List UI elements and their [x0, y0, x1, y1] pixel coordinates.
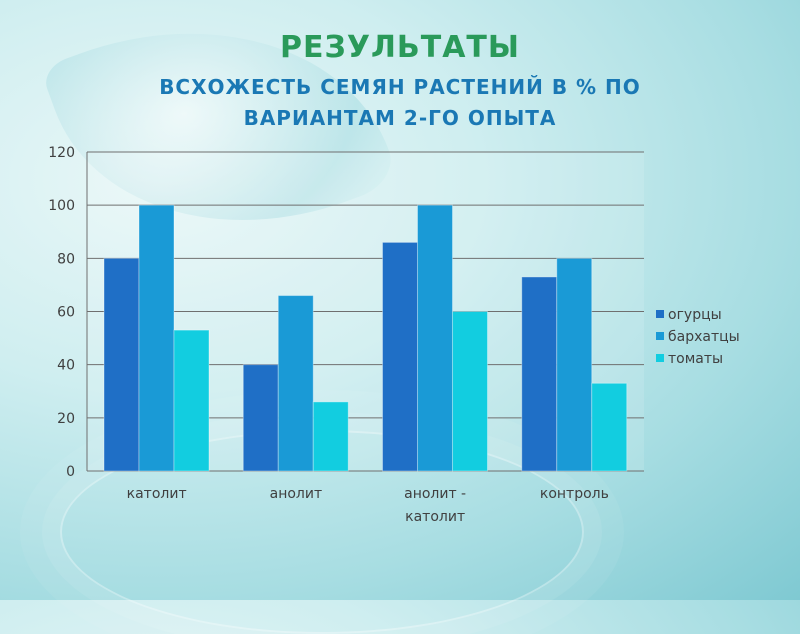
bar-2-2: [277, 295, 314, 472]
y-tick-label: 40: [57, 358, 75, 374]
y-tick-label: 120: [48, 145, 75, 161]
bar-3-4: [591, 382, 628, 472]
legend-label: огурцы: [668, 307, 722, 323]
bar-3-2: [312, 401, 349, 472]
x-tick-label: анолит -: [404, 486, 466, 502]
y-tick-label: 20: [57, 411, 75, 427]
bar-1-2: [242, 364, 279, 472]
bar-2-3: [417, 204, 453, 472]
x-tick-label: католит: [405, 509, 465, 525]
y-tick-label: 80: [57, 251, 75, 267]
bar-2-1: [138, 204, 175, 472]
bar-chart: 0 20 40 60 80 100 120 католит анолит анолит - като…: [48, 145, 740, 525]
bar-3-3: [452, 311, 488, 472]
bar-1-1: [103, 257, 140, 472]
subtitle-line-1: ВСХОЖЕСТЬ СЕМЯН РАСТЕНИЙ В % ПО: [159, 75, 641, 99]
legend-swatch: [656, 310, 664, 318]
bar-1-3: [382, 241, 418, 472]
legend-label: бархатцы: [668, 329, 740, 345]
legend-label: томаты: [668, 351, 723, 367]
page-subtitle: ВСХОЖЕСТЬ СЕМЯН РАСТЕНИЙ В % ПО ВАРИАНТА…: [0, 72, 800, 134]
y-tick-label: 60: [57, 305, 75, 321]
page-title: РЕЗУЛЬТАТЫ: [280, 30, 520, 65]
subtitle-line-2: ВАРИАНТАМ 2-ГО ОПЫТА: [243, 106, 557, 130]
legend-swatch: [656, 332, 664, 340]
y-tick-label: 0: [66, 464, 75, 480]
y-tick-label: 100: [48, 198, 75, 214]
x-tick-label: анолит: [270, 486, 323, 502]
bar-3-1: [173, 329, 210, 472]
bar-2-4: [556, 257, 593, 472]
bar-1-4: [521, 276, 558, 472]
legend-swatch: [656, 354, 664, 362]
x-tick-label: контроль: [540, 486, 609, 502]
x-tick-label: католит: [127, 486, 187, 502]
